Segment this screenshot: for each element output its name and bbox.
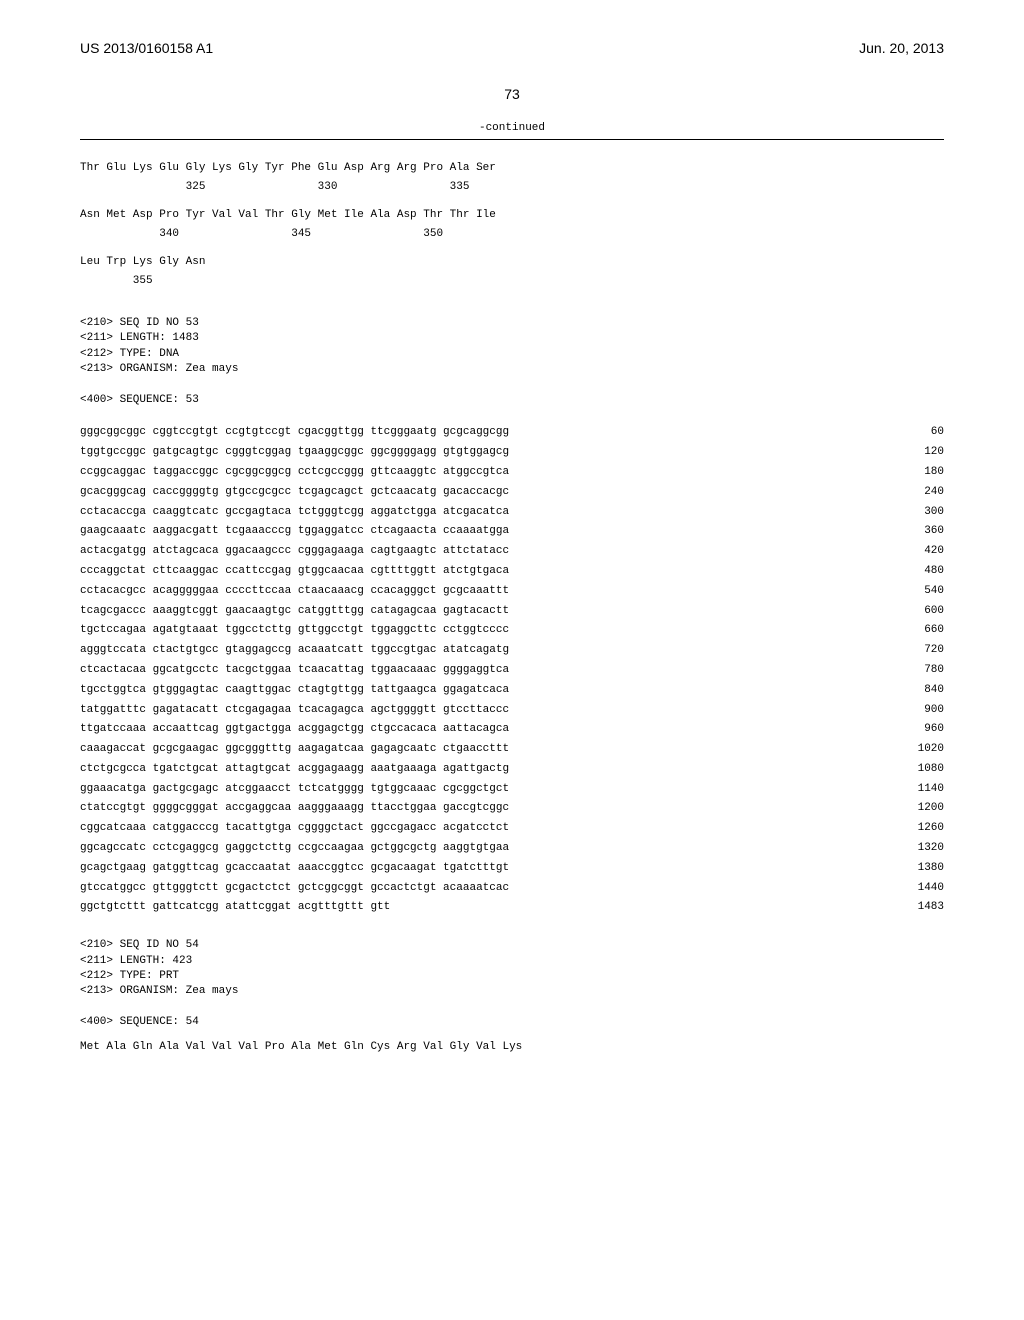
sequence-row: ttgatccaaa accaattcag ggtgactgga acggagc… [80,720,944,740]
sequence-row: actacgatgg atctagcaca ggacaagccc cgggaga… [80,542,944,562]
sequence-position: 360 [894,522,944,542]
sequence-row: cctacaccga caaggtcatc gccgagtaca tctgggt… [80,503,944,523]
amino-acid-line: Thr Glu Lys Glu Gly Lys Gly Tyr Phe Glu … [80,160,944,177]
seq-metadata-54: <210> SEQ ID NO 54 <211> LENGTH: 423 <21… [80,938,944,1030]
sequence-position: 720 [894,641,944,661]
seq-metadata-53: <210> SEQ ID NO 53 <211> LENGTH: 1483 <2… [80,316,944,408]
sequence-position: 480 [894,562,944,582]
sequence-position: 1140 [894,780,944,800]
sequence-text: actacgatgg atctagcaca ggacaagccc cgggaga… [80,542,509,562]
sequence-row: caaagaccat gcgcgaagac ggcgggtttg aagagat… [80,740,944,760]
amino-acid-line: Leu Trp Lys Gly Asn [80,254,944,271]
sequence-row: ggaaacatga gactgcgagc atcggaacct tctcatg… [80,780,944,800]
sequence-row: ctcactacaa ggcatgcctc tacgctggaa tcaacat… [80,661,944,681]
sequence-row: gaagcaaatc aaggacgatt tcgaaacccg tggagga… [80,522,944,542]
sequence-position: 540 [894,582,944,602]
sequence-text: ggcagccatc cctcgaggcg gaggctcttg ccgccaa… [80,839,509,859]
sequence-text: gggcggcggc cggtccgtgt ccgtgtccgt cgacggt… [80,423,509,443]
sequence-position: 600 [894,602,944,622]
sequence-text: ttgatccaaa accaattcag ggtgactgga acggagc… [80,720,509,740]
sequence-row: tcagcgaccc aaaggtcggt gaacaagtgc catggtt… [80,602,944,622]
sequence-text: caaagaccat gcgcgaagac ggcgggtttg aagagat… [80,740,509,760]
amino-acid-positions: 325 330 335 [80,179,944,196]
sequence-row: ctctgcgcca tgatctgcat attagtgcat acggaga… [80,760,944,780]
continued-label: -continued [80,122,944,134]
sequence-row: tatggatttc gagatacatt ctcgagagaa tcacaga… [80,701,944,721]
sequence-position: 120 [894,443,944,463]
sequence-row: agggtccata ctactgtgcc gtaggagccg acaaatc… [80,641,944,661]
sequence-position: 960 [894,720,944,740]
sequence-row: gggcggcggc cggtccgtgt ccgtgtccgt cgacggt… [80,423,944,443]
sequence-row: tgctccagaa agatgtaaat tggcctcttg gttggcc… [80,621,944,641]
sequence-row: ggcagccatc cctcgaggcg gaggctcttg ccgccaa… [80,839,944,859]
sequence-position: 420 [894,542,944,562]
sequence-position: 1440 [894,879,944,899]
sequence-row: tgcctggtca gtgggagtac caagttggac ctagtgt… [80,681,944,701]
sequence-position: 1080 [894,760,944,780]
sequence-position: 60 [894,423,944,443]
sequence-row: gcacgggcag caccggggtg gtgccgcgcc tcgagca… [80,483,944,503]
horizontal-rule [80,139,944,140]
sequence-row: tggtgccggc gatgcagtgc cgggtcggag tgaaggc… [80,443,944,463]
sequence-position: 900 [894,701,944,721]
sequence-position: 1200 [894,799,944,819]
sequence-text: ggctgtcttt gattcatcgg atattcggat acgtttg… [80,898,390,918]
sequence-position: 1320 [894,839,944,859]
sequence-position: 780 [894,661,944,681]
sequence-text: cccaggctat cttcaaggac ccattccgag gtggcaa… [80,562,509,582]
sequence-row: cccaggctat cttcaaggac ccattccgag gtggcaa… [80,562,944,582]
publication-date: Jun. 20, 2013 [859,40,944,56]
sequence-text: ggaaacatga gactgcgagc atcggaacct tctcatg… [80,780,509,800]
sequence-text: cggcatcaaa catggacccg tacattgtga cggggct… [80,819,509,839]
sequence-position: 840 [894,681,944,701]
sequence-text: tatggatttc gagatacatt ctcgagagaa tcacaga… [80,701,509,721]
sequence-text: gcagctgaag gatggttcag gcaccaatat aaaccgg… [80,859,509,879]
sequence-text: ctatccgtgt ggggcgggat accgaggcaa aagggaa… [80,799,509,819]
sequence-position: 660 [894,621,944,641]
bottom-amino-acid-line: Met Ala Gln Ala Val Val Val Pro Ala Met … [80,1041,944,1053]
sequence-position: 240 [894,483,944,503]
sequence-text: tgcctggtca gtgggagtac caagttggac ctagtgt… [80,681,509,701]
sequence-position: 1020 [894,740,944,760]
sequence-position: 1483 [894,898,944,918]
sequence-row: ctatccgtgt ggggcgggat accgaggcaa aagggaa… [80,799,944,819]
sequence-row: cggcatcaaa catggacccg tacattgtga cggggct… [80,819,944,839]
sequence-text: gcacgggcag caccggggtg gtgccgcgcc tcgagca… [80,483,509,503]
sequence-position: 300 [894,503,944,523]
sequence-text: tcagcgaccc aaaggtcggt gaacaagtgc catggtt… [80,602,509,622]
amino-acid-line: Asn Met Asp Pro Tyr Val Val Thr Gly Met … [80,207,944,224]
sequence-text: gtccatggcc gttgggtctt gcgactctct gctcggc… [80,879,509,899]
sequence-text: tgctccagaa agatgtaaat tggcctcttg gttggcc… [80,621,509,641]
sequence-row: ccggcaggac taggaccggc cgcggcggcg cctcgcc… [80,463,944,483]
amino-acid-positions: 355 [80,273,944,290]
sequence-position: 180 [894,463,944,483]
sequence-text: agggtccata ctactgtgcc gtaggagccg acaaatc… [80,641,509,661]
sequence-row: gcagctgaag gatggttcag gcaccaatat aaaccgg… [80,859,944,879]
sequence-position: 1380 [894,859,944,879]
patent-number: US 2013/0160158 A1 [80,40,213,56]
sequence-text: ctctgcgcca tgatctgcat attagtgcat acggaga… [80,760,509,780]
sequence-position: 1260 [894,819,944,839]
sequence-text: gaagcaaatc aaggacgatt tcgaaacccg tggagga… [80,522,509,542]
sequence-section: gggcggcggc cggtccgtgt ccgtgtccgt cgacggt… [80,423,944,918]
page-number: 73 [80,86,944,102]
amino-acid-section: Thr Glu Lys Glu Gly Lys Gly Tyr Phe Glu … [80,160,944,301]
sequence-row: gtccatggcc gttgggtctt gcgactctct gctcggc… [80,879,944,899]
sequence-row: ggctgtcttt gattcatcgg atattcggat acgtttg… [80,898,944,918]
sequence-text: tggtgccggc gatgcagtgc cgggtcggag tgaaggc… [80,443,509,463]
amino-acid-positions: 340 345 350 [80,226,944,243]
sequence-text: ctcactacaa ggcatgcctc tacgctggaa tcaacat… [80,661,509,681]
sequence-text: cctacaccga caaggtcatc gccgagtaca tctgggt… [80,503,509,523]
sequence-text: cctacacgcc acagggggaa ccccttccaa ctaacaa… [80,582,509,602]
sequence-text: ccggcaggac taggaccggc cgcggcggcg cctcgcc… [80,463,509,483]
sequence-row: cctacacgcc acagggggaa ccccttccaa ctaacaa… [80,582,944,602]
